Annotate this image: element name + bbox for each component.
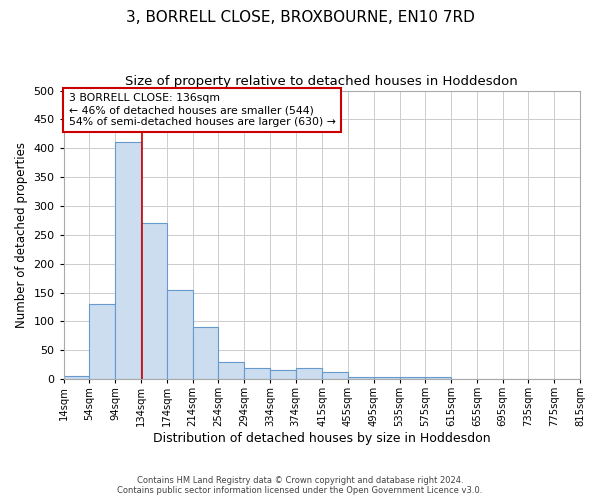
Bar [64,376,89,379]
Bar [554,378,580,379]
Bar [89,304,115,379]
Bar [425,378,451,379]
Text: 3, BORRELL CLOSE, BROXBOURNE, EN10 7RD: 3, BORRELL CLOSE, BROXBOURNE, EN10 7RD [125,10,475,25]
Bar [270,370,296,379]
Bar [218,362,244,379]
Bar [296,368,322,379]
Y-axis label: Number of detached properties: Number of detached properties [15,142,28,328]
Bar [400,378,425,379]
Text: Contains HM Land Registry data © Crown copyright and database right 2024.
Contai: Contains HM Land Registry data © Crown c… [118,476,482,495]
Bar [141,224,167,379]
Text: 3 BORRELL CLOSE: 136sqm
← 46% of detached houses are smaller (544)
54% of semi-d: 3 BORRELL CLOSE: 136sqm ← 46% of detache… [69,94,336,126]
Bar [374,378,400,379]
Bar [244,368,270,379]
Bar [451,378,477,379]
Title: Size of property relative to detached houses in Hoddesdon: Size of property relative to detached ho… [125,75,518,88]
X-axis label: Distribution of detached houses by size in Hoddesdon: Distribution of detached houses by size … [153,432,491,445]
Bar [115,142,141,379]
Bar [348,378,374,379]
Bar [193,327,218,379]
Bar [167,290,193,379]
Bar [322,372,348,379]
